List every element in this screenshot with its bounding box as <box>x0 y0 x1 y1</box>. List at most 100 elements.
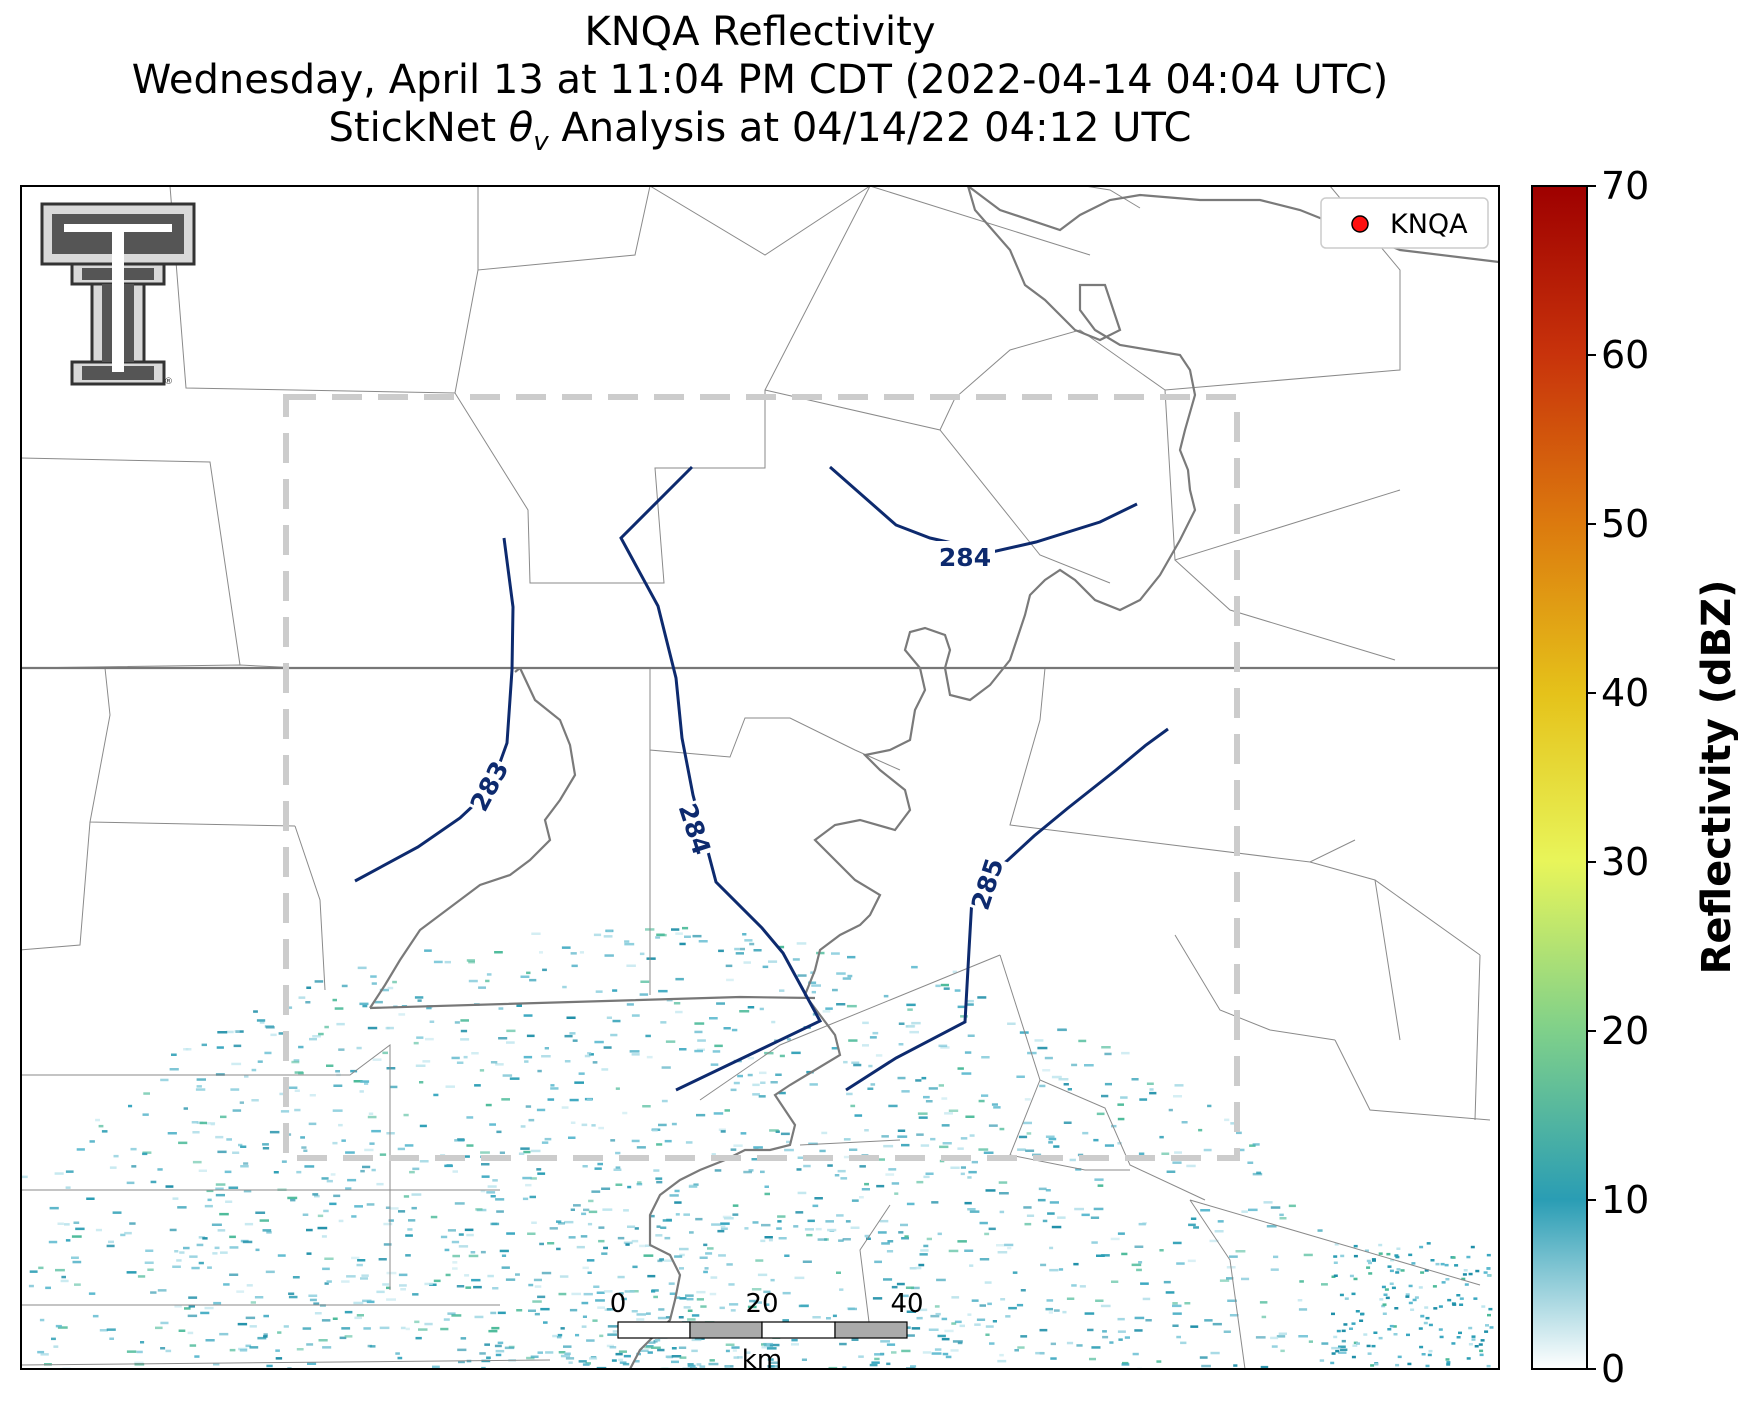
echo-pixel <box>335 1070 340 1073</box>
echo-pixel <box>1419 1245 1424 1249</box>
echo-pixel <box>525 1105 532 1108</box>
echo-pixel <box>1090 1216 1100 1219</box>
echo-pixel <box>838 1239 844 1242</box>
echo-pixel <box>906 1003 916 1007</box>
echo-pixel <box>625 1243 630 1246</box>
echo-pixel <box>777 1220 782 1223</box>
echo-pixel <box>172 1197 179 1200</box>
echo-pixel <box>751 1288 762 1291</box>
echo-pixel <box>191 1121 199 1124</box>
echo-pixel <box>888 1168 897 1171</box>
echo-pixel <box>1480 1339 1485 1342</box>
echo-pixel <box>911 1021 921 1025</box>
echo-pixel <box>1045 1189 1051 1192</box>
figure-title: KNQA Reflectivity Wednesday, April 13 at… <box>0 8 1520 166</box>
echo-pixel <box>1025 1149 1035 1152</box>
echo-pixel <box>195 1088 206 1091</box>
echo-pixel <box>188 1296 198 1299</box>
echo-pixel <box>302 1327 312 1330</box>
echo-pixel <box>572 1039 578 1042</box>
echo-pixel <box>665 1316 672 1319</box>
echo-pixel <box>539 951 543 954</box>
echo-pixel <box>419 1124 427 1128</box>
echo-pixel <box>556 1220 562 1223</box>
echo-pixel <box>957 1240 967 1243</box>
echo-pixel <box>1181 1121 1188 1124</box>
echo-pixel <box>1407 1362 1412 1366</box>
echo-pixel <box>685 1294 694 1297</box>
echo-pixel <box>207 1266 212 1269</box>
echo-pixel <box>1339 1348 1348 1351</box>
echo-pixel <box>192 1131 200 1134</box>
echo-pixel <box>216 1046 224 1049</box>
echo-pixel <box>332 1109 343 1112</box>
echo-pixel <box>836 1271 841 1274</box>
echo-pixel <box>898 1043 904 1046</box>
echo-pixel <box>215 1135 224 1139</box>
scale-bar: 0 20 40 km <box>610 1289 924 1369</box>
echo-pixel <box>460 1029 468 1033</box>
echo-pixel <box>456 1285 465 1288</box>
echo-pixel <box>618 1292 624 1295</box>
echo-pixel <box>815 1227 822 1231</box>
echo-pixel <box>49 1206 59 1210</box>
echo-pixel <box>663 1259 674 1262</box>
echo-pixel <box>1075 1168 1082 1171</box>
echo-pixel <box>226 1138 232 1141</box>
echo-pixel <box>777 945 785 949</box>
echo-pixel <box>997 1251 1008 1254</box>
echo-pixel <box>983 1151 994 1154</box>
echo-pixel <box>601 1068 609 1071</box>
echo-pixel <box>537 1351 543 1354</box>
echo-pixel <box>296 1348 304 1351</box>
echo-pixel <box>765 1303 770 1306</box>
echo-pixel <box>424 1282 433 1286</box>
echo-pixel <box>861 1188 870 1191</box>
echo-pixel <box>631 1139 640 1143</box>
echo-pixel <box>1122 1361 1129 1365</box>
echo-pixel <box>847 974 853 978</box>
echo-pixel <box>639 993 649 996</box>
echo-pixel <box>592 1061 598 1064</box>
echo-pixel <box>440 1327 449 1331</box>
echo-pixel <box>1297 1299 1303 1302</box>
echo-pixel <box>202 1237 208 1240</box>
colorbar-tick-label: 30 <box>1601 840 1649 884</box>
echo-pixel <box>488 1329 498 1333</box>
echo-pixel <box>339 1336 347 1340</box>
echo-pixel <box>1334 1243 1339 1246</box>
echo-pixel <box>456 1061 464 1064</box>
echo-pixel <box>524 1060 529 1063</box>
echo-pixel <box>988 1124 998 1127</box>
echo-pixel <box>1256 1171 1262 1175</box>
echo-pixel <box>1165 1291 1175 1294</box>
echo-pixel <box>232 1109 242 1112</box>
echo-pixel <box>1341 1339 1346 1343</box>
state-boundaries <box>21 666 1499 1010</box>
echo-pixel <box>1344 1297 1349 1300</box>
echo-pixel <box>1067 1088 1072 1091</box>
contour-line-284-west <box>619 465 823 1092</box>
echo-pixel <box>215 1183 226 1186</box>
echo-pixel <box>1172 1312 1182 1315</box>
echo-pixel <box>1352 1344 1358 1347</box>
echo-pixel <box>495 1353 502 1357</box>
echo-pixel <box>911 1286 920 1290</box>
echo-pixel <box>1331 1352 1336 1355</box>
echo-pixel <box>150 1180 157 1184</box>
echo-pixel <box>898 1231 904 1234</box>
echo-pixel <box>1047 1212 1055 1215</box>
echo-pixel <box>383 1243 392 1246</box>
echo-pixel <box>160 1347 166 1350</box>
echo-pixel <box>28 1284 34 1288</box>
echo-pixel <box>321 1319 331 1322</box>
echo-pixel <box>1062 1310 1067 1314</box>
echo-pixel <box>812 1316 821 1319</box>
echo-pixel <box>1249 1144 1256 1147</box>
echo-pixel <box>1381 1304 1386 1308</box>
echo-pixel <box>223 1283 230 1286</box>
echo-pixel <box>679 1247 689 1251</box>
echo-pixel <box>909 1267 917 1270</box>
map-panel: 283 284 284 285 0 20 40 km KNQA <box>21 186 1499 1369</box>
echo-pixel <box>1132 1352 1139 1356</box>
